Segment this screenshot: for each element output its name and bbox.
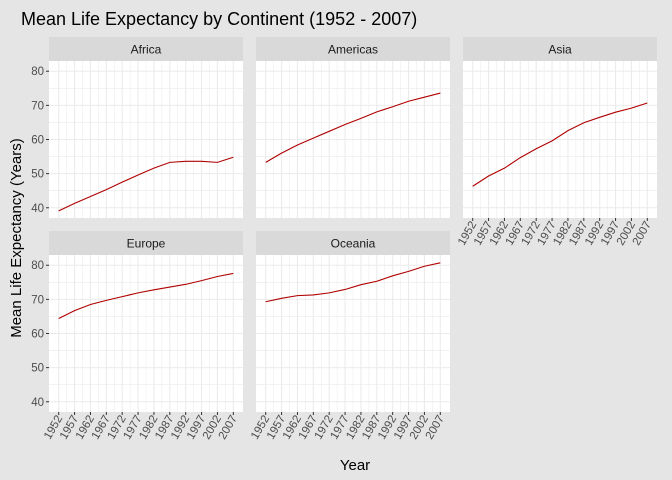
series-line-africa — [58, 156, 234, 212]
y-tick-label: 60 — [31, 329, 44, 341]
chart-title: Mean Life Expectancy by Continent (1952 … — [21, 9, 417, 29]
y-tick-label: 40 — [31, 397, 44, 409]
facet-strip — [49, 231, 243, 255]
facet-strip — [463, 37, 657, 61]
y-tick-label: 80 — [31, 66, 44, 78]
y-tick-label: 80 — [31, 260, 44, 272]
facet-strip — [49, 37, 243, 61]
facet-strip-label: Oceania — [331, 237, 376, 251]
y-tick-label: 50 — [31, 169, 44, 181]
series-line-asia — [472, 102, 648, 187]
facet-strip — [256, 231, 450, 255]
series-line-oceania — [265, 262, 441, 303]
series-line-europe — [58, 272, 234, 319]
facet-americas: Americas — [256, 37, 450, 218]
series-line-americas — [265, 92, 441, 163]
facet-strip — [256, 37, 450, 61]
facet-africa: Africa 40 50 60 70 80 — [31, 37, 243, 218]
y-tick-label: 50 — [31, 363, 44, 375]
y-tick-label: 60 — [31, 135, 44, 147]
y-tick-label: 70 — [31, 294, 44, 306]
facet-asia: Asia195219571962196719721977198219871992… — [456, 37, 657, 248]
x-axis-title: Year — [340, 457, 370, 474]
y-tick-label: 40 — [31, 203, 44, 215]
facet-strip-label: Asia — [548, 43, 572, 57]
facet-europe: Europe4050607080195219571962196719721977… — [31, 231, 243, 442]
y-axis-title: Mean Life Expectancy (Years) — [8, 138, 25, 338]
facet-oceania: Oceania195219571962196719721977198219871… — [249, 231, 450, 442]
facet-grid: Africa 40 50 60 70 80 Americas Asia195219571962… — [31, 37, 657, 442]
y-tick-label: 70 — [31, 100, 44, 112]
facet-strip-label: Europe — [127, 237, 166, 251]
facet-strip-label: Africa — [131, 43, 162, 57]
facet-strip-label: Americas — [328, 43, 378, 57]
